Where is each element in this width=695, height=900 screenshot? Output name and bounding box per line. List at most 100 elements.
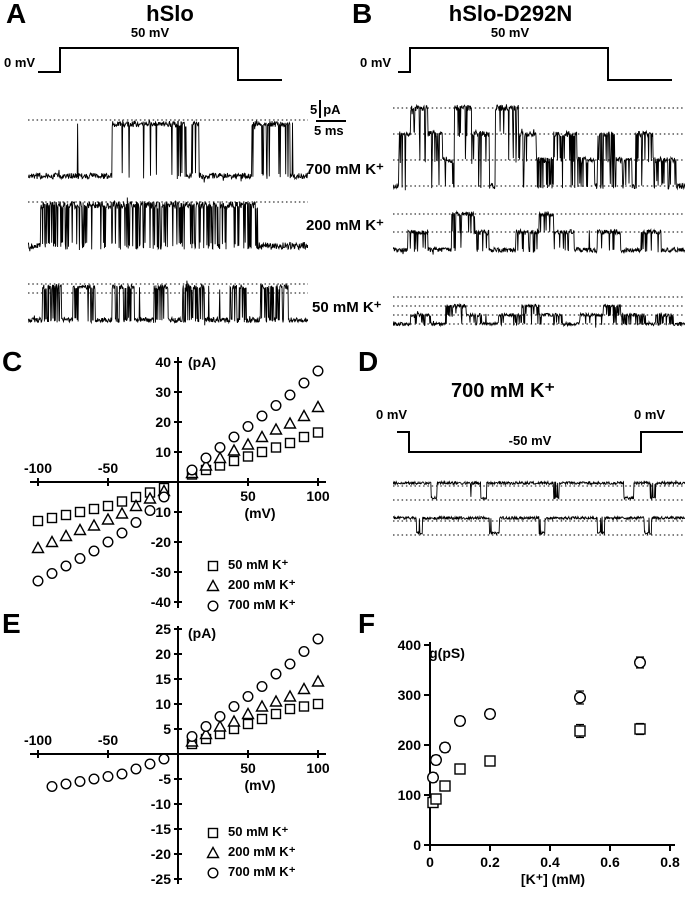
square-marker-icon: [207, 560, 219, 571]
svg-text:15: 15: [155, 671, 171, 687]
svg-text:50: 50: [240, 760, 256, 776]
svg-text:-30: -30: [151, 564, 171, 580]
svg-text:300: 300: [398, 687, 422, 703]
svg-text:100: 100: [398, 787, 422, 803]
svg-text:5: 5: [163, 721, 171, 737]
svg-text:-50: -50: [98, 460, 118, 476]
panel-a-label: A: [6, 0, 27, 29]
protocol-d-hold-right-label: 0 mV: [634, 407, 666, 422]
svg-text:-100: -100: [24, 732, 52, 748]
iv-plot-hslo: -100 -50 50 100 40 30 20 10 -10 -20 -30 -40 (mV) (pA): [24, 354, 330, 610]
svg-text:20: 20: [155, 414, 171, 430]
svg-text:-10: -10: [151, 504, 171, 520]
legend-c: 50 mM K⁺ 200 mM K⁺ 700 mM K⁺: [205, 555, 296, 615]
legend-item: 700 mM K⁺: [205, 862, 296, 882]
current-scale-bar: 5 pA 5 ms: [310, 100, 346, 139]
trace-d292n-700mM: [393, 103, 685, 191]
svg-text:-15: -15: [151, 821, 171, 837]
scalebar-pa-value: 5: [310, 102, 318, 118]
triangle-marker-icon: [206, 845, 220, 858]
voltage-protocol-b: [398, 47, 672, 81]
conductance-vs-k-plot: 0 0.2 0.4 0.6 0.8 0 100 200 300 400 [K⁺] (mM) g(pS): [398, 637, 680, 887]
panel-c-label: C: [2, 346, 23, 377]
protocol-b-step-label: 50 mV: [490, 25, 530, 40]
svg-text:0.6: 0.6: [600, 854, 620, 870]
circle-marker-icon: [207, 599, 219, 612]
svg-text:400: 400: [398, 637, 422, 653]
svg-text:10: 10: [155, 444, 171, 460]
circle-marker-icon: [207, 866, 219, 879]
trace-d-neg50-2: [393, 514, 685, 536]
svg-text:-100: -100: [24, 460, 52, 476]
svg-text:0.2: 0.2: [480, 854, 500, 870]
legend-label: 700 mM K⁺: [228, 864, 296, 879]
legend-label: 200 mM K⁺: [228, 844, 296, 859]
trace-hslo-700mM: [28, 119, 308, 183]
svg-text:-20: -20: [151, 534, 171, 550]
legend-item: 200 mM K⁺: [205, 842, 296, 862]
trace-d292n-50mM: [393, 296, 685, 328]
scalebar-time-label: 5 ms: [314, 123, 344, 138]
svg-text:100: 100: [306, 488, 330, 504]
protocol-b-hold-label: 0 mV: [360, 55, 392, 70]
svg-text:0.8: 0.8: [660, 854, 680, 870]
trace-label-700mM: 700 mM K⁺: [306, 161, 384, 178]
trace-hslo-200mM: [28, 197, 308, 252]
svg-text:100: 100: [306, 760, 330, 776]
legend-item: 700 mM K⁺: [205, 595, 296, 615]
svg-text:30: 30: [155, 384, 171, 400]
svg-text:(pA): (pA): [188, 354, 216, 370]
svg-text:40: 40: [155, 354, 171, 370]
scalebar-vertical-line: [319, 100, 322, 118]
panel-e-label: E: [2, 608, 21, 639]
svg-text:50: 50: [240, 488, 256, 504]
panel-f-label: F: [358, 608, 376, 639]
svg-text:10: 10: [155, 696, 171, 712]
svg-text:25: 25: [155, 621, 171, 637]
svg-text:-40: -40: [151, 594, 171, 610]
trace-label-200mM: 200 mM K⁺: [306, 217, 384, 234]
svg-text:-5: -5: [159, 771, 172, 787]
legend-item: 200 mM K⁺: [205, 575, 296, 595]
protocol-a-step-label: 50 mV: [130, 25, 170, 40]
trace-d292n-200mM: [393, 209, 685, 255]
svg-text:-10: -10: [151, 796, 171, 812]
svg-text:-20: -20: [151, 846, 171, 862]
protocol-d-step-label: -50 mV: [508, 433, 552, 448]
legend-item: 50 mM K⁺: [205, 555, 296, 575]
panel-b-label: B: [352, 0, 373, 29]
svg-text:(mV): (mV): [244, 505, 275, 521]
panel-d-label: D: [358, 346, 379, 377]
svg-text:0: 0: [413, 837, 421, 853]
scalebar-pa-unit: pA: [323, 102, 341, 118]
voltage-protocol-d: [397, 431, 683, 453]
panel-b-title: hSlo-D292N: [448, 1, 573, 26]
svg-text:0: 0: [426, 854, 434, 870]
panel-a-title: hSlo: [146, 1, 194, 26]
scalebar-horizontal-line: [316, 120, 346, 122]
protocol-a-hold-label: 0 mV: [4, 55, 36, 70]
svg-text:(pA): (pA): [188, 625, 216, 641]
legend-label: 200 mM K⁺: [228, 577, 296, 592]
legend-label: 50 mM K⁺: [228, 557, 289, 572]
svg-text:g(pS): g(pS): [429, 645, 465, 661]
voltage-protocol-a: [38, 47, 282, 81]
triangle-marker-icon: [206, 578, 220, 591]
protocol-d-hold-left-label: 0 mV: [376, 407, 408, 422]
svg-text:-50: -50: [98, 732, 118, 748]
trace-hslo-50mM: [28, 280, 308, 326]
svg-text:0.4: 0.4: [540, 854, 560, 870]
legend-e: 50 mM K⁺ 200 mM K⁺ 700 mM K⁺: [205, 822, 296, 882]
svg-text:[K⁺] (mM): [K⁺] (mM): [521, 871, 585, 887]
trace-label-50mM: 50 mM K⁺: [312, 299, 382, 316]
square-marker-icon: [207, 827, 219, 838]
panel-d-title: 700 mM K⁺: [451, 380, 555, 402]
svg-text:200: 200: [398, 737, 422, 753]
svg-text:20: 20: [155, 646, 171, 662]
trace-d-neg50-1: [393, 480, 685, 501]
svg-text:-25: -25: [151, 871, 171, 887]
svg-text:(mV): (mV): [244, 777, 275, 793]
iv-plot-d292n: -100 -50 50 100 25 20 15 10 5 -5 -10 -15 -20 -25 (mV) (…: [24, 621, 330, 887]
legend-label: 700 mM K⁺: [228, 597, 296, 612]
